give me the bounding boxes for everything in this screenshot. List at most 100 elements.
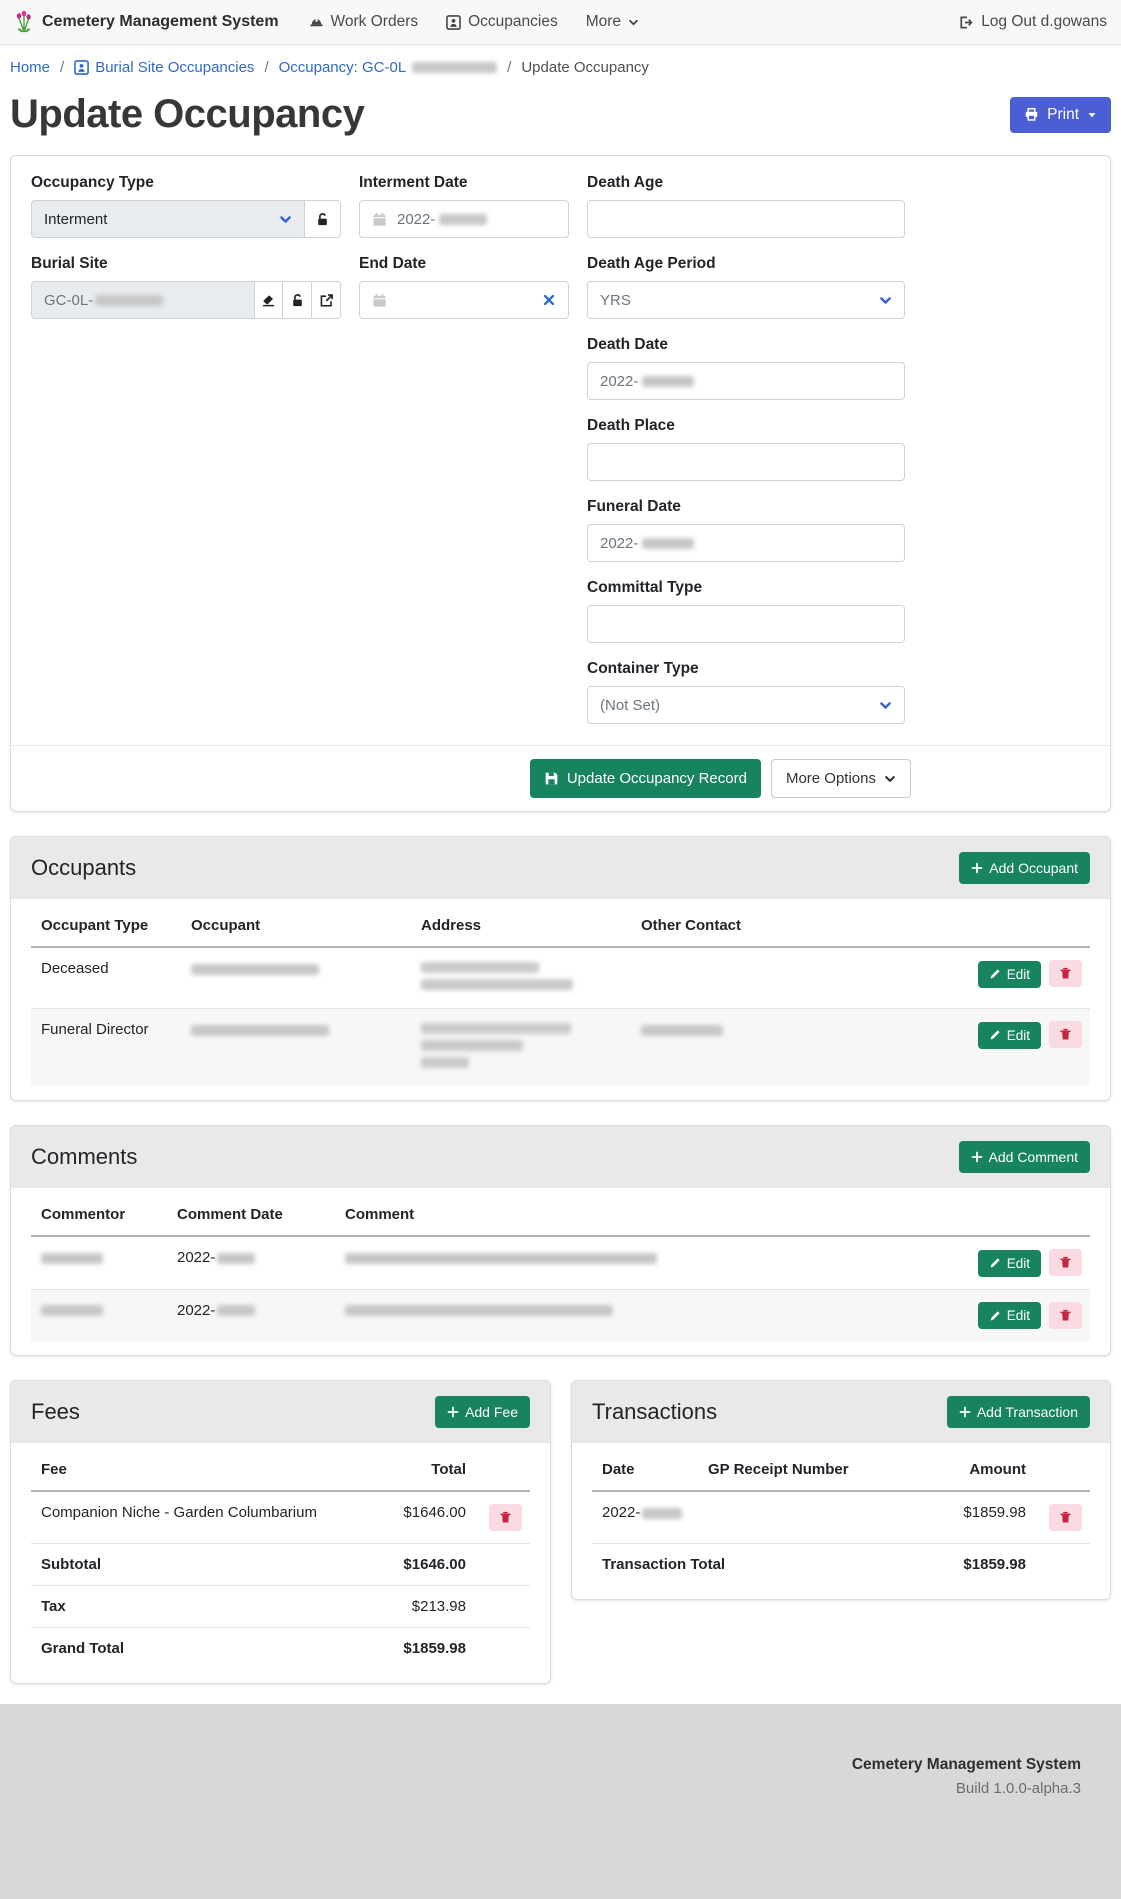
burial-site-unlock-button[interactable]: [283, 281, 313, 319]
burial-site-erase-button[interactable]: [254, 281, 284, 319]
add-fee-label: Add Fee: [465, 1404, 518, 1420]
nav-occupancies[interactable]: Occupancies: [446, 13, 558, 31]
chevron-down-icon: [879, 294, 892, 307]
death-date-value: 2022-: [600, 372, 639, 390]
delete-occupant-button[interactable]: [1049, 1021, 1082, 1048]
form-column-right: Death Age Death Age Period YRS Death Dat…: [587, 174, 905, 741]
plus-icon: [971, 862, 983, 874]
column-header: Commentor: [31, 1194, 169, 1237]
container-type-select[interactable]: (Not Set): [587, 686, 905, 724]
burial-site-input[interactable]: GC-0L-: [31, 281, 255, 319]
occupancy-type-label: Occupancy Type: [31, 174, 154, 191]
committal-type-input[interactable]: [587, 605, 905, 643]
logout-link[interactable]: Log Out d.gowans: [958, 13, 1107, 31]
trash-icon: [1059, 1511, 1072, 1524]
death-age-input[interactable]: [587, 200, 905, 238]
delete-transaction-button[interactable]: [1049, 1504, 1082, 1531]
delete-comment-button[interactable]: [1049, 1301, 1082, 1329]
edit-label: Edit: [1006, 966, 1030, 982]
external-link-icon: [319, 293, 334, 308]
transactions-table: Date GP Receipt Number Amount 2022- $185…: [592, 1449, 1090, 1585]
redacted-text: [421, 1040, 523, 1051]
page-header: Update Occupancy Print: [10, 92, 1111, 137]
death-date-input[interactable]: 2022-: [587, 362, 905, 400]
subtotal-value: $1646.00: [384, 1543, 474, 1586]
comment-date-cell: 2022-: [169, 1288, 337, 1341]
occupant-row: Deceased Edit: [31, 946, 1090, 1009]
redacted-text: [421, 1057, 469, 1068]
print-label: Print: [1047, 105, 1079, 123]
person-frame-icon: [446, 14, 461, 30]
comment-date-prefix: 2022-: [177, 1249, 216, 1266]
occupant-address-cell: [413, 946, 633, 1009]
print-button[interactable]: Print: [1010, 96, 1111, 133]
column-header: Occupant: [183, 905, 413, 948]
breadcrumb-occupancy[interactable]: Occupancy: GC-0L: [279, 59, 498, 76]
chevron-down-icon: [884, 773, 896, 785]
breadcrumb-burial-site-occupancies[interactable]: Burial Site Occupancies: [74, 59, 254, 76]
transaction-total-label: Transaction Total: [592, 1543, 934, 1585]
committal-type-label: Committal Type: [587, 579, 703, 596]
comment-row: 2022- Edit: [31, 1288, 1090, 1341]
more-options-button[interactable]: More Options: [770, 759, 911, 798]
occupant-name-cell: [183, 1008, 413, 1086]
add-transaction-label: Add Transaction: [976, 1404, 1078, 1420]
app-title: Cemetery Management System: [42, 13, 279, 30]
breadcrumb-home[interactable]: Home: [10, 59, 51, 76]
fees-grand-total-row: Grand Total $1859.98: [31, 1627, 530, 1669]
fees-header: Fees Add Fee: [11, 1381, 550, 1443]
redacted-text: [217, 1305, 256, 1317]
occupancy-type-unlock-button[interactable]: [305, 200, 341, 238]
death-age-period-select[interactable]: YRS: [587, 281, 905, 319]
update-occupancy-record-button[interactable]: Update Occupancy Record: [529, 759, 761, 798]
death-date-label: Death Date: [587, 336, 668, 353]
add-transaction-button[interactable]: Add Transaction: [946, 1396, 1090, 1428]
form-actions: Update Occupancy Record More Options: [11, 745, 1110, 811]
interment-date-input[interactable]: 2022-: [359, 200, 569, 238]
transaction-date-cell: 2022-: [592, 1490, 700, 1544]
end-date-input[interactable]: [359, 281, 569, 319]
trash-icon: [499, 1511, 512, 1524]
comment-date-prefix: 2022-: [177, 1301, 216, 1319]
transaction-receipt-cell: [700, 1490, 934, 1544]
fee-row: Companion Niche - Garden Columbarium $16…: [31, 1490, 530, 1544]
nav-more[interactable]: More: [586, 13, 639, 31]
end-date-label: End Date: [359, 255, 427, 272]
occupancy-type-select[interactable]: Interment: [31, 200, 306, 238]
funeral-date-input[interactable]: 2022-: [587, 524, 905, 562]
pencil-icon: [989, 968, 1001, 980]
edit-occupant-button[interactable]: Edit: [977, 1021, 1041, 1049]
plus-icon: [447, 1406, 459, 1418]
occupant-contact-cell: [633, 946, 833, 1009]
column-header: Other Contact: [633, 905, 833, 948]
fees-subtotal-row: Subtotal $1646.00: [31, 1543, 530, 1586]
edit-comment-button[interactable]: Edit: [977, 1302, 1041, 1329]
add-fee-button[interactable]: Add Fee: [435, 1396, 530, 1428]
burial-site-open-button[interactable]: [312, 281, 342, 319]
occupant-row: Funeral Director Edit: [31, 1008, 1090, 1086]
delete-comment-button[interactable]: [1049, 1249, 1082, 1276]
app-brand[interactable]: Cemetery Management System: [14, 10, 279, 34]
tax-label: Tax: [31, 1585, 384, 1628]
pencil-icon: [989, 1310, 1001, 1322]
comment-text-cell: [337, 1288, 888, 1341]
chevron-down-icon: [628, 17, 639, 28]
edit-occupant-button[interactable]: Edit: [977, 960, 1041, 988]
end-date-clear-button[interactable]: [542, 293, 556, 307]
add-occupant-button[interactable]: Add Occupant: [959, 852, 1090, 884]
death-place-input[interactable]: [587, 443, 905, 481]
edit-label: Edit: [1006, 1255, 1030, 1271]
redacted-text: [421, 979, 573, 990]
delete-fee-button[interactable]: [489, 1504, 522, 1531]
plus-icon: [959, 1406, 971, 1418]
death-age-label: Death Age: [587, 174, 664, 191]
add-comment-button[interactable]: Add Comment: [958, 1141, 1090, 1173]
nav-work-orders[interactable]: Work Orders: [309, 13, 418, 31]
edit-comment-button[interactable]: Edit: [977, 1249, 1041, 1277]
top-navbar: Cemetery Management System Work Orders O…: [0, 0, 1121, 45]
occupant-name-cell: [183, 946, 413, 1009]
delete-occupant-button[interactable]: [1049, 960, 1082, 987]
comment-actions-cell: Edit: [887, 1288, 1090, 1341]
transactions-header: Transactions Add Transaction: [572, 1381, 1110, 1443]
footer-build-version: Build 1.0.0-alpha.3: [955, 1780, 1081, 1797]
